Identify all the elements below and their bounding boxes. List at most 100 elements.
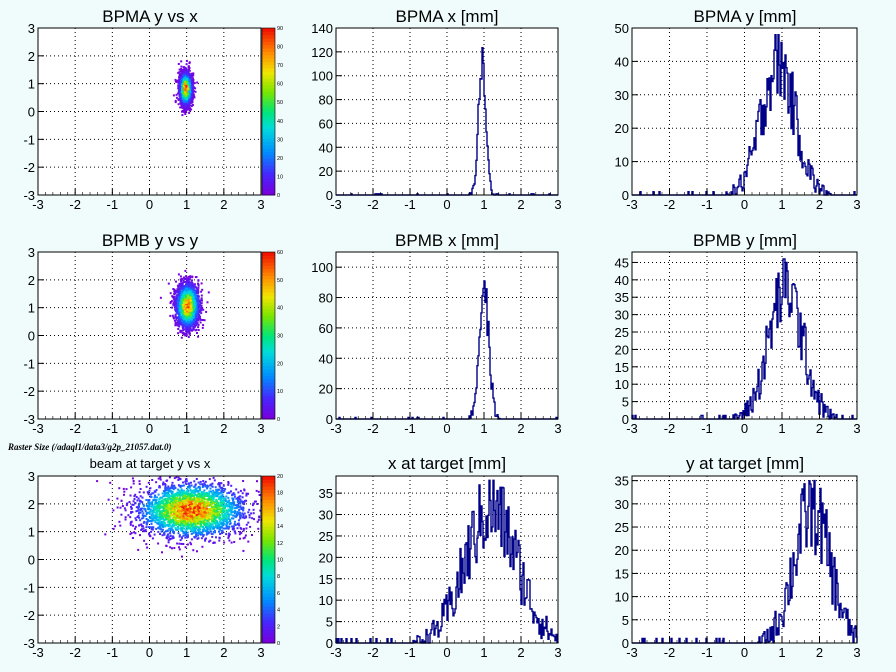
heatmap-cell	[172, 297, 175, 299]
heatmap-cell	[188, 108, 191, 110]
colorbar-segment	[262, 104, 275, 109]
heatmap-cell	[185, 67, 188, 70]
x-tick-label: 3	[554, 197, 561, 212]
heatmap-cell	[183, 87, 186, 90]
x-tick-label: 0	[443, 197, 450, 212]
heatmap-cell	[173, 299, 176, 301]
heatmap-cell	[178, 68, 181, 71]
heatmap-cell	[177, 302, 180, 305]
heatmap-cell	[185, 91, 188, 94]
x-tick-label: 0	[146, 197, 153, 212]
heatmap-cell	[183, 111, 186, 114]
heatmap-cell	[197, 286, 200, 289]
heatmap-cell	[186, 86, 189, 89]
x-tick-label: 2	[517, 197, 524, 212]
heatmap-cell	[185, 73, 188, 75]
colorbar-tick-label: 80	[277, 45, 283, 51]
plot-area	[336, 28, 558, 195]
heatmap-cell	[175, 306, 178, 309]
heatmap-cell	[186, 95, 189, 98]
heatmap-cell	[194, 307, 197, 309]
y-tick-label: 20	[615, 121, 629, 136]
heatmap-cell	[183, 83, 186, 86]
heatmap-cell	[195, 321, 197, 323]
heatmap-cell	[196, 322, 199, 325]
heatmap-cell	[191, 279, 193, 282]
heatmap-cell	[185, 85, 188, 88]
heatmap-cell	[182, 87, 184, 90]
heatmap-cell	[182, 79, 185, 81]
heatmap-cell	[181, 327, 184, 330]
heatmap-cell	[180, 83, 183, 86]
heatmap-cell	[169, 314, 172, 317]
heatmap-cell	[180, 286, 183, 289]
heatmap-cell	[193, 292, 195, 295]
heatmap-cell	[184, 113, 187, 115]
heatmap-cell	[186, 106, 189, 109]
colorbar-segment	[262, 48, 275, 52]
heatmap-cell	[176, 80, 179, 83]
heatmap-cell	[193, 90, 195, 93]
heatmap-cell	[194, 87, 197, 90]
heatmap-cell	[190, 85, 193, 88]
heatmap-cell	[178, 73, 181, 76]
heatmap-cell	[183, 94, 186, 97]
colorbar-segment	[262, 64, 275, 69]
heatmap-cell	[180, 329, 183, 332]
heatmap-cell	[179, 275, 182, 278]
heatmap-cell	[192, 328, 195, 331]
colorbar-tick-label: 20	[277, 156, 283, 162]
heatmap-cell	[180, 92, 183, 95]
heatmap-cell	[173, 319, 176, 322]
heatmap-cell	[182, 97, 185, 100]
colorbar-tick-label: 30	[277, 137, 283, 143]
heatmap-cell	[177, 79, 180, 82]
heatmap-cell	[202, 324, 205, 327]
colorbar-segment	[262, 88, 275, 92]
heatmap-cell	[191, 79, 194, 82]
heatmap-cell	[200, 290, 203, 293]
heatmap-cell	[189, 97, 192, 100]
heatmap-cell	[189, 94, 192, 97]
heatmap-cell	[201, 326, 204, 329]
heatmap-cell	[198, 314, 201, 317]
x-tick-label: -2	[69, 197, 81, 212]
y-tick-label: 20	[319, 164, 333, 179]
heatmap-cell	[185, 100, 188, 103]
heatmap-cell	[197, 326, 200, 329]
heatmap-cell	[185, 334, 188, 337]
heatmap-cell	[171, 306, 174, 309]
heatmap-cell	[179, 106, 182, 109]
heatmap-cell	[194, 322, 197, 325]
heatmap-cell	[180, 84, 183, 87]
heatmap-cell	[200, 312, 203, 315]
colorbar-segment	[262, 91, 275, 96]
heatmap-cell	[185, 63, 188, 66]
heatmap-cell	[182, 95, 184, 98]
heatmap-cell	[185, 332, 188, 335]
y-tick-label: 120	[311, 45, 333, 60]
heatmap-cell	[183, 89, 186, 91]
heatmap-cell	[202, 308, 205, 311]
colorbar-segment	[262, 78, 275, 82]
heatmap-cell	[186, 84, 189, 87]
colorbar-tick-label: 50	[277, 100, 283, 106]
heatmap-cell	[191, 98, 194, 101]
colorbar-tick-label: 0	[277, 193, 280, 199]
colorbar-segment	[262, 191, 275, 196]
colorbar-tick-label: 10	[277, 174, 283, 180]
heatmap-cell	[175, 280, 177, 283]
heatmap-cell	[175, 300, 178, 303]
heatmap-cell	[177, 103, 180, 106]
colorbar-segment	[262, 51, 275, 56]
heatmap-cell	[178, 325, 181, 328]
heatmap-cell	[180, 282, 183, 285]
heatmap-cell	[182, 74, 185, 77]
heatmap-cell	[175, 302, 178, 305]
colorbar-segment	[262, 148, 275, 153]
heatmap-cell	[180, 104, 183, 107]
colorbar-segment	[262, 44, 275, 49]
